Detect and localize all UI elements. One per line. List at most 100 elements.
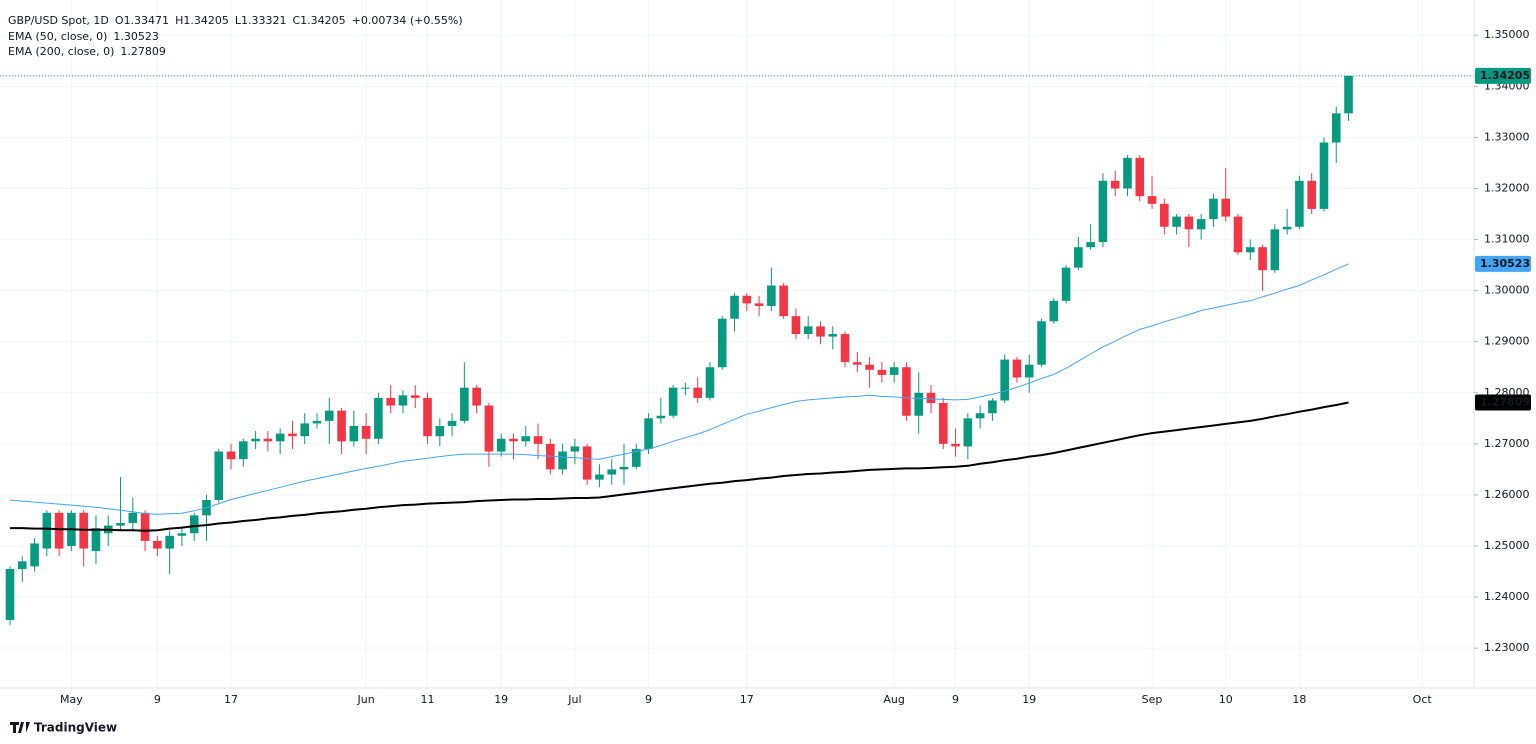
- candle-body: [791, 316, 801, 335]
- legend-text: EMA (50, close, 0): [8, 30, 107, 43]
- candle-body: [251, 438, 260, 442]
- candle-body: [619, 466, 629, 470]
- candle-body: [1344, 75, 1353, 114]
- candle-body: [828, 334, 838, 337]
- legend-text: 1.33321: [241, 14, 287, 27]
- candle-body: [1160, 203, 1169, 227]
- candle-body: [1331, 113, 1341, 143]
- candle-body: [128, 512, 138, 524]
- candle-body: [1221, 198, 1231, 217]
- candle-body: [1074, 247, 1083, 268]
- candle-body: [705, 367, 715, 398]
- candle-body: [938, 402, 948, 444]
- brand-name: TradingView: [34, 721, 117, 735]
- candle-body: [1037, 321, 1046, 365]
- legend: GBP/USD Spot, 1D O 1.33471 H 1.34205 L 1.33321…: [8, 14, 463, 58]
- y-tick-label: 1.29000: [1484, 335, 1530, 348]
- candle-body: [324, 410, 334, 421]
- candle-body: [582, 446, 592, 480]
- candle-body: [1233, 216, 1243, 253]
- legend-text: EMA (200, close, 0): [8, 45, 114, 58]
- candle-body: [361, 425, 371, 439]
- candle-body: [533, 436, 543, 444]
- legend-text: +0.00734 (+0.55%): [352, 14, 463, 27]
- candle-body: [1209, 198, 1218, 220]
- candle-body: [263, 438, 273, 442]
- candle-body: [546, 443, 555, 470]
- candle-body: [91, 528, 101, 552]
- candle-body: [300, 423, 310, 437]
- x-tick-label: 17: [224, 693, 238, 706]
- candle-body: [1270, 229, 1280, 271]
- legend-text: L: [235, 14, 242, 27]
- candle-body: [1196, 219, 1206, 230]
- y-tick-label: 1.24000: [1484, 590, 1530, 603]
- candle-body: [1258, 247, 1267, 271]
- candle-body: [386, 397, 395, 406]
- candle-body: [189, 515, 199, 534]
- x-tick-label: Jun: [357, 693, 375, 706]
- candle-body: [1000, 359, 1009, 401]
- x-tick-label: 9: [952, 693, 959, 706]
- candle-body: [779, 285, 788, 317]
- candle-body: [558, 451, 567, 470]
- candle-body: [349, 425, 359, 442]
- candle-body: [1295, 180, 1304, 227]
- x-tick-label: 19: [1022, 693, 1036, 706]
- x-tick-label: 9: [154, 693, 161, 706]
- ema-line: [10, 401, 1349, 532]
- candle-body: [423, 397, 432, 437]
- candle-body: [435, 425, 445, 437]
- candle-body: [374, 397, 383, 439]
- candle-body: [742, 295, 752, 304]
- y-tick-label: 1.23000: [1484, 641, 1530, 654]
- candle-body: [656, 415, 666, 419]
- x-tick-label: May: [60, 693, 83, 706]
- candle-body: [226, 451, 236, 460]
- x-tick-label: Jul: [567, 693, 581, 706]
- candle-body: [717, 318, 727, 368]
- candle-body: [5, 568, 15, 621]
- grid: [0, 0, 1474, 688]
- candle-body: [447, 420, 457, 426]
- legend-text: 1.34205: [183, 14, 229, 27]
- candle-body: [1086, 242, 1095, 248]
- candle-body: [816, 326, 825, 337]
- candle-body: [509, 438, 518, 442]
- ema-line: [9, 263, 1349, 515]
- candle-body: [767, 285, 776, 306]
- y-tick-label: 1.30000: [1484, 284, 1530, 297]
- candle-body: [460, 387, 469, 421]
- price-tag-label: 1.34205: [1480, 69, 1530, 82]
- candle-body: [889, 367, 899, 375]
- brand-logo: [10, 722, 30, 733]
- candle-body: [570, 446, 580, 452]
- legend-text: H: [175, 14, 183, 27]
- candle-body: [214, 451, 224, 501]
- candle-body: [840, 334, 850, 363]
- candle-body: [398, 395, 408, 406]
- candle-body: [1110, 180, 1120, 189]
- candle-body: [853, 362, 862, 365]
- candle-body: [30, 543, 39, 567]
- candle-body: [1061, 267, 1071, 301]
- candle-body: [668, 387, 678, 416]
- plot: [0, 75, 1474, 626]
- candle-body: [1049, 300, 1059, 322]
- candle-body: [1024, 364, 1034, 378]
- x-tick-label: 11: [421, 693, 435, 706]
- legend-text: GBP/USD Spot, 1D: [8, 14, 109, 27]
- price-tag: [1475, 394, 1531, 411]
- y-tick-label: 1.26000: [1484, 488, 1530, 501]
- price-tag: [1475, 255, 1531, 272]
- price-tag-label: 1.30523: [1480, 257, 1530, 270]
- candle-body: [681, 387, 690, 389]
- candle-body: [472, 387, 481, 406]
- legend-text: O: [115, 14, 124, 27]
- axes: 1.350001.340001.330001.320001.310001.300…: [0, 0, 1536, 706]
- brand: TradingView: [10, 721, 117, 735]
- candle-body: [1098, 180, 1108, 243]
- candle-body: [803, 326, 813, 335]
